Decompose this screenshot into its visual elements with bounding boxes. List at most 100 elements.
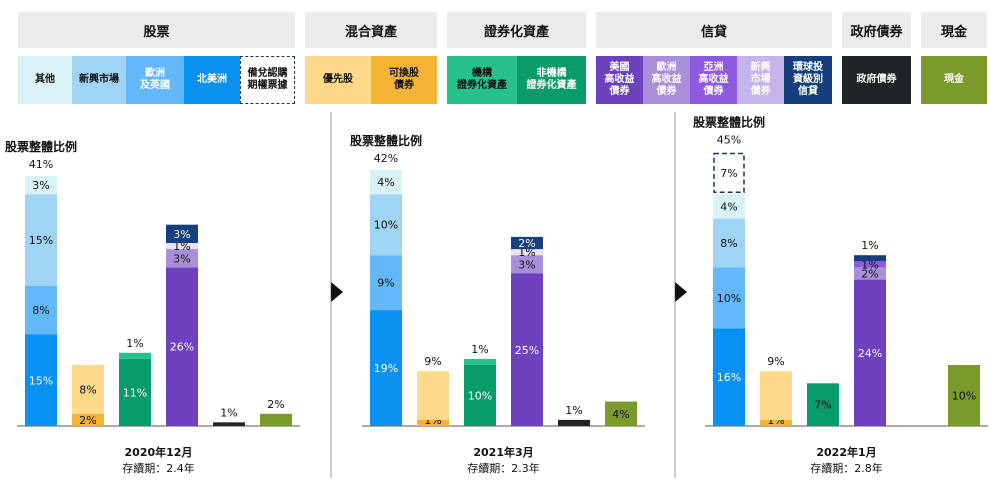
data-label: 9% [424, 355, 441, 368]
bar-segment [25, 285, 57, 335]
arrow-right-icon [331, 282, 343, 302]
data-label: 8% [79, 383, 96, 396]
data-label: 1% [861, 239, 878, 252]
legend-cell-other: 其他 [18, 56, 72, 104]
data-label: 3% [173, 252, 190, 265]
data-label: 26% [170, 341, 194, 354]
chart-caption: 存續期：2.8年 [810, 461, 883, 475]
data-label: 11% [123, 386, 147, 399]
bar-segment [558, 419, 590, 426]
bar-segment [511, 236, 543, 250]
bar-segment [807, 383, 839, 426]
bar-segment [417, 371, 449, 420]
bar-segment [25, 194, 57, 286]
bar-segment [72, 413, 104, 426]
bar-segment-dashed [713, 152, 745, 193]
legend-cell-preferred: 優先股 [305, 56, 371, 104]
data-label: 4% [612, 408, 629, 421]
data-label: 2% [267, 398, 284, 411]
arrow-right-icon [675, 282, 687, 302]
data-label: 10% [374, 219, 398, 232]
bar-segment [119, 358, 151, 426]
data-label: 16% [717, 371, 741, 384]
data-label: 3% [173, 228, 190, 241]
data-label: 2% [861, 268, 878, 281]
bar-segment [511, 273, 543, 426]
legend-header-hybrid: 混合資產 [305, 12, 437, 48]
legend-cell-non_agency: 非機構 證券化資產 [517, 56, 586, 104]
bar-total-label: 42% [374, 152, 398, 165]
bar-segment [511, 249, 543, 256]
legend-cell-north_america: 北美洲 [184, 56, 240, 104]
data-label: 1% [518, 246, 535, 259]
bar-segment [25, 175, 57, 195]
chart-caption: 存續期：2.3年 [467, 461, 540, 475]
data-label: 1% [220, 406, 237, 419]
bar-segment [760, 419, 792, 426]
data-label: 2% [518, 237, 535, 250]
legend-header-securitized: 證券化資產 [447, 12, 586, 48]
data-label: 8% [720, 237, 737, 250]
bar-total-label: 41% [29, 158, 53, 171]
data-label: 10% [717, 292, 741, 305]
bar-segment [948, 365, 980, 426]
data-label: 4% [377, 176, 394, 189]
data-label: 24% [858, 347, 882, 360]
data-label: 10% [468, 390, 492, 403]
legend-header-cash: 現金 [921, 12, 987, 48]
chart-subtitle: 股票整體比例 [693, 115, 765, 130]
legend-cell-eu_hy: 歐洲 高收益 債券 [643, 56, 690, 104]
legend-cell-global_ig: 環球投 資級別 信貸 [784, 56, 832, 104]
chart-title: 2020年12月 [125, 445, 193, 459]
legend-cell-convertible: 可換股 債券 [371, 56, 437, 104]
data-label: 1% [126, 337, 143, 350]
bar-segment [713, 218, 745, 268]
chart-subtitle: 股票整體比例 [5, 139, 77, 154]
bar-segment [166, 224, 198, 243]
bar-segment [854, 267, 886, 280]
bar-segment [511, 255, 543, 274]
bar-segment [713, 267, 745, 329]
legend-cell-agency: 機構 證券化資產 [447, 56, 517, 104]
chart-title: 2022年1月 [816, 445, 876, 459]
data-label: 19% [374, 362, 398, 375]
bar-segment [854, 255, 886, 262]
bar-segment [166, 249, 198, 268]
data-label: 1% [173, 240, 190, 253]
legend-cell-em_hy: 新興 市場 債券 [737, 56, 784, 104]
legend-cell-europe: 歐洲 及英國 [126, 56, 184, 104]
bar-segment [166, 267, 198, 426]
data-label: 15% [29, 374, 53, 387]
bar-segment [417, 419, 449, 426]
data-label: 1% [565, 404, 582, 417]
legend-header-credit: 信貸 [596, 12, 832, 48]
legend-header-government: 政府債券 [842, 12, 911, 48]
legend-cell-emerging: 新興市場 [72, 56, 126, 104]
bar-segment [260, 413, 292, 426]
data-label: 4% [720, 200, 737, 213]
data-label: 8% [32, 304, 49, 317]
data-label: 10% [952, 390, 976, 403]
chart-subtitle: 股票整體比例 [350, 133, 422, 148]
bar-segment [370, 194, 402, 256]
bar-segment [713, 194, 745, 219]
bar-segment [854, 261, 886, 268]
data-label: 15% [29, 234, 53, 247]
data-label: 1% [861, 258, 878, 271]
data-label: 3% [518, 258, 535, 271]
bar-segment [119, 352, 151, 359]
bar-segment [370, 310, 402, 426]
chart-title: 2021年3月 [473, 445, 533, 459]
bar-segment [760, 371, 792, 420]
data-label: 25% [515, 344, 539, 357]
data-label: 2% [79, 414, 96, 427]
bar-total-label: 45% [717, 134, 741, 147]
bar-segment [166, 243, 198, 250]
chart-caption: 存續期：2.4年 [122, 461, 195, 475]
bar-segment [713, 328, 745, 426]
legend-cell-cash: 現金 [921, 56, 987, 104]
data-label: 3% [32, 179, 49, 192]
bar-segment [370, 169, 402, 195]
bar-segment [464, 358, 496, 365]
